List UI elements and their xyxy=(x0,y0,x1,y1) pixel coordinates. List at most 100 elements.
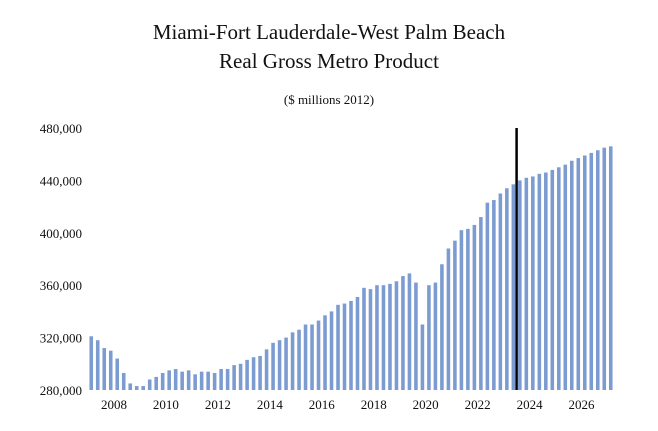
bar xyxy=(147,379,152,390)
bar xyxy=(115,358,120,390)
bar xyxy=(595,150,600,390)
bar xyxy=(355,296,360,390)
bar xyxy=(608,146,613,390)
x-tick-label: 2018 xyxy=(361,397,387,412)
x-tick-label: 2022 xyxy=(465,397,491,412)
chart-subtitle: Real Gross Metro Product xyxy=(219,49,439,73)
bar xyxy=(485,202,490,390)
bar xyxy=(199,371,204,390)
bar xyxy=(446,248,451,390)
bar xyxy=(297,329,301,390)
bar xyxy=(238,363,243,390)
x-tick-label: 2008 xyxy=(101,397,127,412)
bar xyxy=(329,311,334,390)
bar xyxy=(453,240,457,390)
bar xyxy=(102,348,107,390)
bar xyxy=(193,374,197,390)
y-tick-label: 280,000 xyxy=(40,383,82,398)
bar xyxy=(466,228,470,390)
x-tick-label: 2016 xyxy=(309,397,336,412)
bar xyxy=(225,369,230,390)
bar xyxy=(388,283,392,390)
bar xyxy=(563,164,568,390)
bar xyxy=(589,152,594,390)
bar xyxy=(323,315,327,390)
bar xyxy=(492,200,496,390)
bar xyxy=(121,372,126,390)
bar xyxy=(427,285,431,390)
bar xyxy=(160,372,165,390)
y-tick-label: 480,000 xyxy=(40,121,82,136)
y-tick-label: 360,000 xyxy=(40,278,82,293)
bar xyxy=(531,176,535,390)
bar xyxy=(167,370,171,390)
bar xyxy=(336,304,340,390)
x-tick-label: 2024 xyxy=(517,397,544,412)
bar xyxy=(362,287,366,390)
bar xyxy=(433,282,438,390)
bar xyxy=(284,337,288,390)
bar xyxy=(375,285,379,390)
bar xyxy=(505,188,509,390)
x-tick-label: 2014 xyxy=(257,397,284,412)
bar xyxy=(186,370,191,390)
bar xyxy=(576,158,581,390)
bar xyxy=(141,386,145,390)
bar xyxy=(89,336,94,390)
y-tick-label: 400,000 xyxy=(40,226,82,241)
bar xyxy=(108,350,113,390)
bar xyxy=(180,371,184,390)
bar xyxy=(342,303,347,390)
bar xyxy=(459,230,464,390)
bar xyxy=(511,184,516,390)
bar xyxy=(582,155,587,390)
bar xyxy=(472,224,477,390)
bar xyxy=(258,355,262,390)
chart-units: ($ millions 2012) xyxy=(283,92,375,107)
bar xyxy=(251,357,256,390)
bar xyxy=(245,359,249,390)
bar xyxy=(134,386,139,390)
bar xyxy=(271,342,275,390)
bar xyxy=(602,147,607,390)
bar xyxy=(303,324,308,390)
bar xyxy=(212,372,217,390)
bar xyxy=(524,177,529,390)
chart-title: Miami-Fort Lauderdale-West Palm Beach xyxy=(152,20,506,44)
bar xyxy=(219,369,223,390)
bar xyxy=(420,324,425,390)
bar xyxy=(290,332,295,390)
bar xyxy=(316,320,321,390)
bar xyxy=(557,167,561,390)
y-axis-ticks: 280,000 320,000 360,000 400,000 440,000 480,0… xyxy=(40,121,82,398)
y-tick-label: 440,000 xyxy=(40,173,82,188)
bar xyxy=(173,369,178,390)
bars xyxy=(89,146,613,390)
bar xyxy=(349,300,353,390)
bar xyxy=(154,376,158,390)
bar xyxy=(394,281,399,390)
bar xyxy=(368,289,373,390)
bar xyxy=(537,173,542,390)
x-tick-label: 2010 xyxy=(153,397,179,412)
bar xyxy=(381,285,386,390)
bar xyxy=(479,217,483,390)
bar xyxy=(498,193,503,390)
bar xyxy=(264,349,269,390)
bar xyxy=(518,180,522,390)
bar xyxy=(277,340,282,390)
bar xyxy=(414,282,418,390)
bar xyxy=(310,324,314,390)
y-tick-label: 320,000 xyxy=(40,331,82,346)
bar xyxy=(407,273,412,390)
x-axis-ticks: 2008 2010 2012 2014 2016 2018 2020 2022 2024 2026 xyxy=(101,397,595,412)
bar xyxy=(570,160,574,390)
x-tick-label: 2026 xyxy=(569,397,596,412)
bar xyxy=(550,169,555,390)
bar xyxy=(440,264,444,390)
bar xyxy=(401,276,405,390)
bar xyxy=(128,383,132,390)
bar xyxy=(544,172,548,390)
x-tick-label: 2012 xyxy=(205,397,231,412)
